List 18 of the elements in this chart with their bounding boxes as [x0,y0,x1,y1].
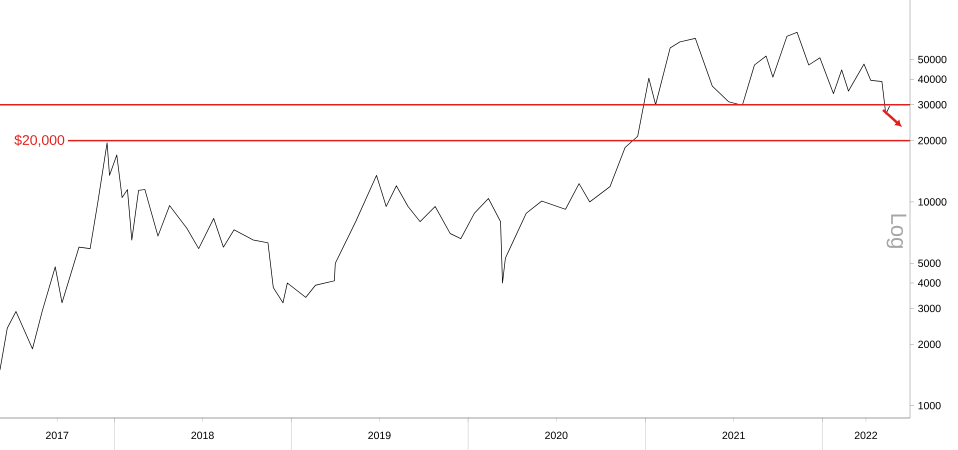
y-tick-label: 30000 [918,101,946,108]
y-tick-label: 10000 [918,198,946,206]
x-tick-label: 2017 [46,432,68,440]
y-tick-label: 3000 [918,304,941,312]
y-tick-label: 50000 [918,56,946,64]
x-tick-label: 2020 [545,432,568,440]
y-tick-label: 4000 [918,279,941,287]
x-tick-label: 2022 [854,432,878,440]
y-tick-label: 20000 [918,136,946,144]
y-tick-label: 5000 [918,260,941,267]
x-tick-label: 2018 [191,432,214,440]
x-tick-label: 2021 [722,432,745,440]
y-axis-title: Log [886,214,906,248]
ref-line-label: $20,000 [14,134,64,147]
y-tick-label: 40000 [918,76,946,83]
x-tick-label: 2019 [368,432,391,440]
y-tick-label: 1000 [918,402,941,410]
y-tick-label: 2000 [918,340,941,348]
